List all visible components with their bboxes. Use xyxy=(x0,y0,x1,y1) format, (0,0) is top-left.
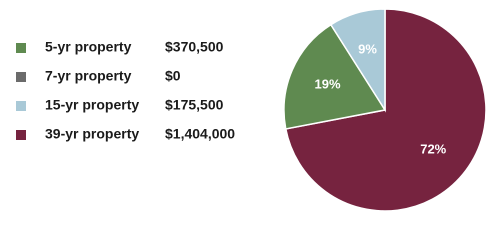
pie-slice xyxy=(329,8,386,113)
legend-label: 5-yr property xyxy=(45,39,132,55)
chart: 5-yr property $370,500 7-yr property $0 15-y… xyxy=(16,8,487,212)
legend-swatch xyxy=(16,43,26,53)
legend-value: $175,500 xyxy=(165,97,224,113)
legend-swatch xyxy=(16,101,26,111)
legend-label: 39-yr property xyxy=(45,126,139,142)
slice-label: 72% xyxy=(420,141,446,156)
legend-value: $1,404,000 xyxy=(165,126,235,142)
legend-label: 7-yr property xyxy=(45,68,132,84)
legend-swatch xyxy=(16,130,26,140)
legend-swatch xyxy=(16,72,26,82)
legend-value: $370,500 xyxy=(165,39,224,55)
pie-slice xyxy=(284,8,487,212)
legend-label: 15-yr property xyxy=(45,97,139,113)
legend-value: $0 xyxy=(165,68,181,84)
slice-label: 9% xyxy=(358,41,377,56)
slice-label: 19% xyxy=(315,77,341,92)
pie-slice xyxy=(283,23,387,130)
